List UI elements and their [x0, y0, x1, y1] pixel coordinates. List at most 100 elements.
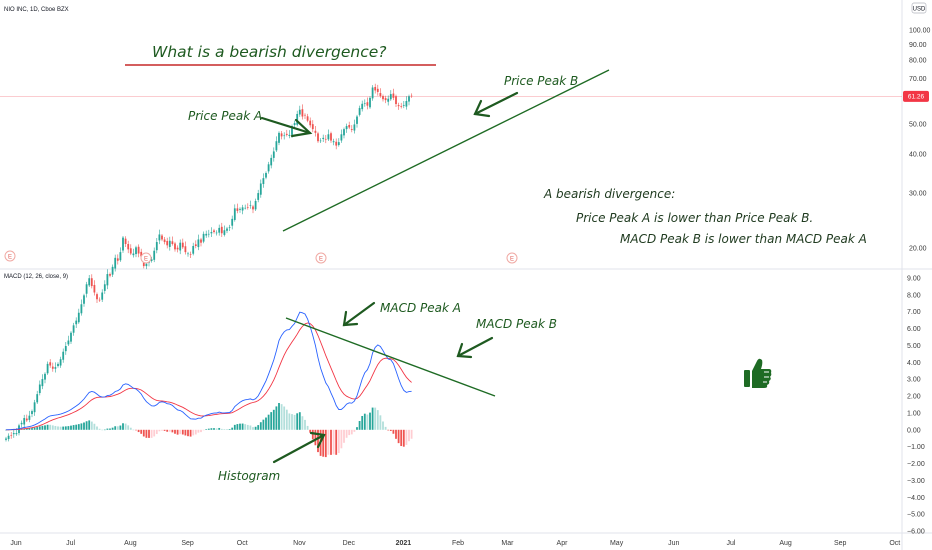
histogram-bar [114, 426, 117, 430]
histogram-bar [408, 429, 410, 442]
macd-tick-label: −5.00 [907, 512, 925, 519]
histogram-bar [231, 427, 234, 430]
macd-axis[interactable]: 9.00 8.00 7.00 6.00 5.00 4.00 3.00 2.00 1.00 0.00… [907, 276, 925, 536]
candle-body [350, 129, 353, 130]
histogram-bar [101, 429, 104, 431]
time-tick-label: 2021 [396, 540, 412, 547]
candle-body [267, 164, 270, 172]
histogram-bar [207, 428, 210, 430]
candle-body [187, 253, 189, 255]
histogram-bar [184, 429, 187, 436]
candle-body [189, 254, 192, 255]
candle-body [405, 101, 408, 107]
histogram-bar [197, 429, 200, 433]
time-axis[interactable]: Jun Jul Aug Sep Oct Nov Dec 2021 Feb Mar Apr May Jun… [10, 540, 900, 547]
histogram-bar [270, 412, 273, 430]
earnings-marker[interactable]: E [506, 252, 518, 264]
histogram-bar [150, 429, 153, 438]
candle-body [228, 227, 231, 228]
histogram-bar [246, 424, 249, 430]
candle-body [311, 124, 314, 130]
histogram-bar [301, 416, 304, 430]
histogram-bar [176, 429, 179, 435]
svg-text:E: E [319, 257, 323, 263]
earnings-marker[interactable]: E [315, 252, 327, 264]
histogram-bar [135, 429, 137, 431]
histogram-bar [361, 415, 364, 430]
histogram-bar [72, 425, 75, 430]
candle-body [254, 200, 257, 210]
histogram-bar [252, 427, 254, 430]
annotation-macd-peak-a: MACD Peak A [380, 301, 461, 315]
candle-body [327, 134, 330, 140]
histogram-bar [189, 429, 192, 437]
candle-body [358, 108, 361, 115]
candle-body [75, 320, 78, 325]
candle-body [379, 93, 382, 97]
histogram-bar [278, 403, 280, 430]
histogram-bar [220, 428, 223, 430]
price-trendline[interactable] [282, 69, 610, 232]
candle-body [49, 362, 52, 366]
time-tick-label: Jun [668, 540, 679, 547]
earnings-marker[interactable]: E [4, 250, 16, 262]
histogram-bar [153, 429, 156, 437]
candle-body [259, 183, 262, 195]
histogram-bar [109, 428, 111, 430]
candle-body [392, 93, 395, 98]
histogram-bar [75, 424, 78, 430]
candle-body [340, 134, 343, 141]
macd-tick-label: 3.00 [907, 377, 921, 384]
histogram-bar [194, 429, 197, 435]
candlestick-series [5, 83, 413, 442]
histogram-bar [25, 428, 28, 430]
histogram-bar [410, 429, 413, 439]
histogram-bar [64, 426, 67, 430]
histogram-bar [233, 424, 236, 430]
histogram-bar [265, 417, 267, 430]
histogram-bar [405, 429, 408, 445]
candle-body [384, 98, 387, 101]
candle-body [408, 96, 410, 102]
candle-body [395, 96, 397, 105]
histogram-bar [171, 429, 174, 433]
histogram-bar [402, 429, 405, 447]
histogram-bar [249, 425, 252, 430]
macd-tick-label: 2.00 [907, 394, 921, 401]
macd-header: MACD (12, 26, close, 9) [4, 274, 68, 280]
macd-tick-label: −2.00 [907, 461, 925, 468]
candle-body [306, 116, 309, 121]
price-tick-label: 90.00 [909, 42, 927, 49]
earnings-marker[interactable]: E [140, 252, 152, 264]
histogram-bar [382, 421, 384, 430]
time-tick-label: Jul [66, 540, 75, 547]
candle-body [210, 232, 213, 234]
candle-body [116, 258, 119, 261]
macd-trendline[interactable] [285, 317, 496, 397]
price-axis[interactable]: 100.0090.0080.0070.0060.0050.0040.0030.0… [909, 28, 931, 253]
histogram-bar [228, 429, 231, 430]
histogram-bar [257, 425, 260, 430]
histogram-bar [330, 429, 332, 455]
currency-badge[interactable] [911, 2, 927, 14]
histogram-bar [70, 425, 72, 430]
candle-body [38, 384, 41, 394]
histogram-bar [213, 428, 215, 430]
candle-body [137, 246, 140, 254]
candle-body [98, 299, 101, 301]
candle-body [345, 126, 348, 130]
histogram-bar [166, 429, 169, 432]
histogram-bar [181, 429, 184, 435]
histogram-bar [200, 429, 202, 433]
histogram-bar [288, 413, 291, 430]
candle-body [184, 246, 187, 253]
arrow-macd-peak-a [342, 301, 376, 327]
candle-body [140, 251, 143, 257]
candle-body [44, 373, 46, 380]
price-tick-label: 100.00 [909, 28, 931, 35]
candle-body [236, 208, 239, 211]
macd-tick-label: −4.00 [907, 495, 925, 502]
candle-body [64, 346, 67, 352]
candle-body [192, 245, 195, 254]
